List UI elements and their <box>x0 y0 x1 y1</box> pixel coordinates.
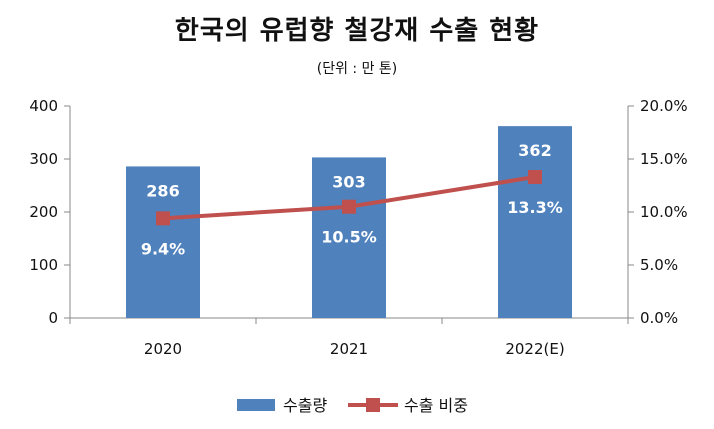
y-left-tick-label: 0 <box>48 309 58 327</box>
chart-subtitle: (단위 : 만 톤) <box>316 61 398 77</box>
x-tick-label: 2021 <box>330 340 368 358</box>
y-right-tick-label: 5.0% <box>640 256 678 274</box>
x-tick-label: 2020 <box>144 340 182 358</box>
legend-label-line: 수출 비중 <box>404 396 468 415</box>
y-left-tick-label: 300 <box>29 150 58 168</box>
line-point <box>342 199 356 214</box>
line-point <box>156 211 170 226</box>
legend-swatch-bar <box>237 399 275 411</box>
chart-title: 한국의 유럽향 철강재 수출 현황 <box>174 16 540 46</box>
bar-data-label: 362 <box>518 141 551 160</box>
y-right-tick-label: 20.0% <box>640 97 688 115</box>
legend-label-bar: 수출량 <box>283 396 327 415</box>
bar-data-label: 286 <box>146 181 179 200</box>
bar <box>498 126 572 318</box>
line-data-label: 9.4% <box>141 239 185 258</box>
bar <box>312 157 386 318</box>
legend-swatch-marker <box>366 398 380 412</box>
bar <box>126 166 200 318</box>
bar-data-label: 303 <box>332 172 365 191</box>
line-data-label: 13.3% <box>507 198 563 217</box>
line-point <box>528 170 542 185</box>
y-left-tick-label: 200 <box>29 203 58 221</box>
y-right-tick-label: 10.0% <box>640 203 688 221</box>
line-data-label: 10.5% <box>321 228 377 247</box>
x-tick-label: 2022(E) <box>505 340 564 358</box>
y-right-tick-label: 15.0% <box>640 150 688 168</box>
y-left-tick-label: 100 <box>29 256 58 274</box>
y-right-tick-label: 0.0% <box>640 309 678 327</box>
y-left-tick-label: 400 <box>29 97 58 115</box>
